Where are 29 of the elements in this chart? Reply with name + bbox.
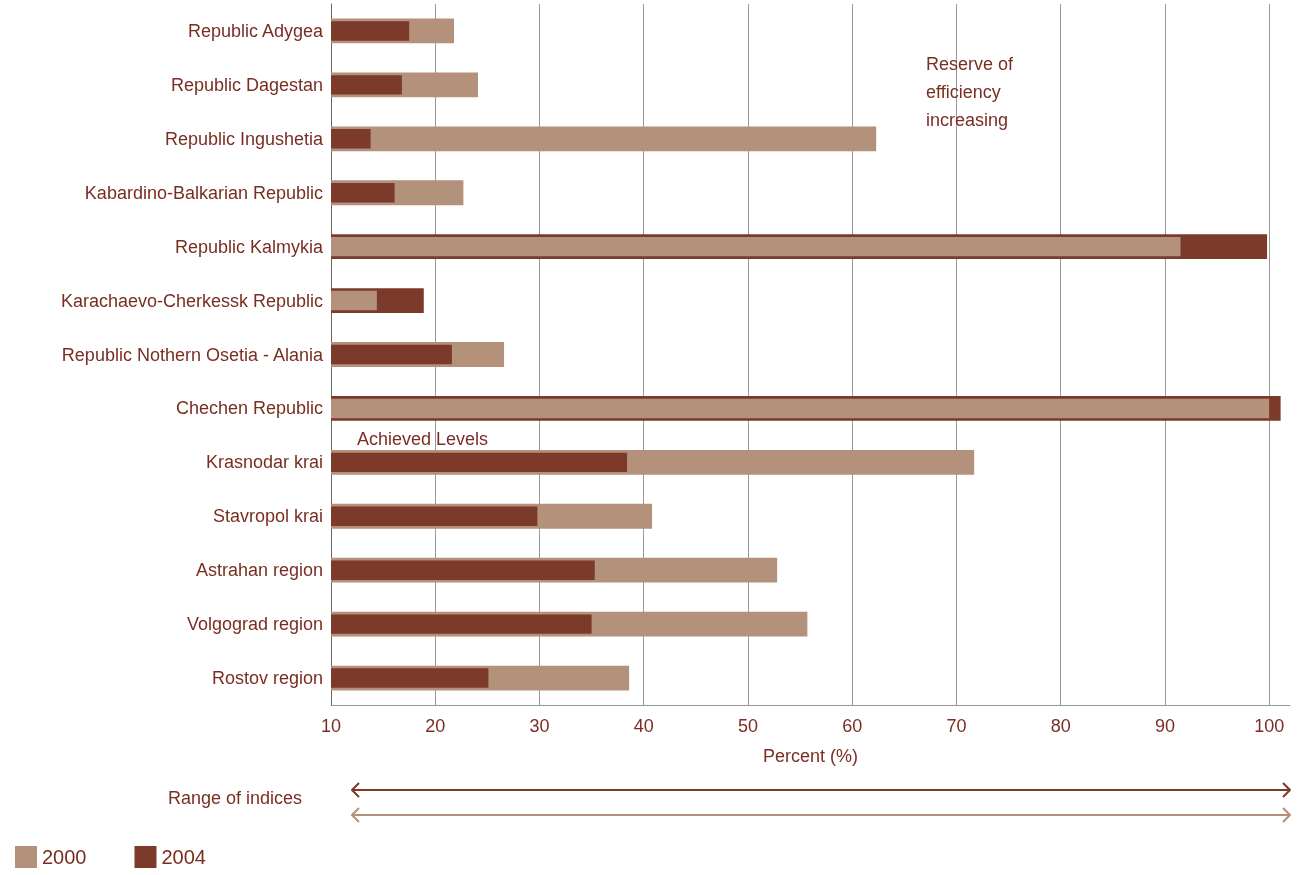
x-tick-label: 60 xyxy=(842,716,863,736)
x-tick-label: 100 xyxy=(1254,716,1285,736)
y-tick-label: Karachaevo-Cherkessk Republic xyxy=(60,290,323,311)
y-tick-label: Volgograd region xyxy=(186,614,323,635)
x-tick-label: 50 xyxy=(737,716,758,736)
x-tick-label: 40 xyxy=(633,716,654,736)
y-tick-label: Republic Kalmykia xyxy=(174,236,324,257)
x-tick-label: 30 xyxy=(529,716,550,736)
y-tick-label: Stavropol krai xyxy=(212,506,323,527)
y-tick-label: Chechen Republic xyxy=(175,398,323,419)
annotation: Reserve of efficiency increasing xyxy=(926,53,1015,132)
y-tick-label: Republic Adygea xyxy=(187,20,324,41)
y-tick-label: Republic Ingushetia xyxy=(164,128,324,149)
x-tick-label: 90 xyxy=(1154,716,1175,736)
text: Range of indices xyxy=(168,787,303,810)
x-tick-label: 70 xyxy=(946,716,967,736)
y-tick-label: Republic Dagestan xyxy=(170,74,323,95)
y-tick-label: Kabardino-Balkarian Republic xyxy=(84,182,323,203)
legend-label: 2004 xyxy=(161,846,206,868)
y-tick-label: Rostov region xyxy=(211,668,323,689)
x-axis-title: Percent (%) xyxy=(762,746,859,766)
y-tick-label: Republic Nothern Osetia - Alania xyxy=(61,344,324,365)
x-tick-label: 10 xyxy=(320,716,342,736)
y-tick-label: Krasnodar krai xyxy=(205,452,323,473)
legend-label: 2000 xyxy=(42,846,87,868)
x-tick-label: 80 xyxy=(1050,716,1071,736)
y-tick-label: Astrahan region xyxy=(195,560,323,581)
annotation: Achieved Levels xyxy=(357,428,489,451)
x-tick-label: 20 xyxy=(425,716,446,736)
